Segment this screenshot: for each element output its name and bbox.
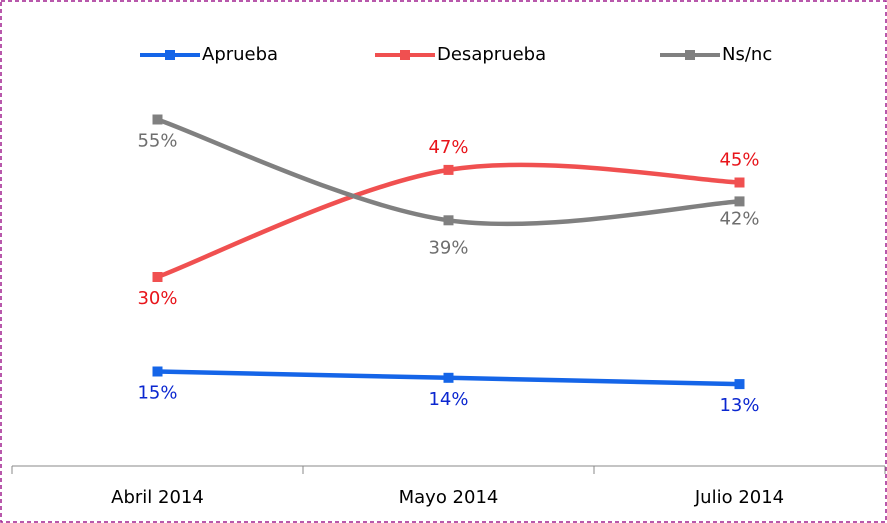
- x-tick-label: Mayo 2014: [399, 487, 499, 508]
- data-label: 39%: [428, 237, 468, 258]
- point-marker: [734, 177, 745, 188]
- point-marker: [734, 379, 745, 390]
- point-marker: [734, 196, 745, 207]
- data-label: 55%: [137, 131, 177, 152]
- data-label: 47%: [428, 137, 468, 158]
- legend-label: Aprueba: [202, 44, 278, 65]
- data-label: 13%: [719, 395, 759, 416]
- point-marker: [443, 164, 454, 175]
- data-label: 30%: [137, 288, 177, 309]
- point-marker: [443, 215, 454, 226]
- legend-label: Desaprueba: [437, 44, 546, 65]
- data-label: 14%: [428, 389, 468, 410]
- data-label: 42%: [719, 208, 759, 229]
- x-tick-label: Abril 2014: [111, 487, 204, 508]
- point-marker: [152, 272, 163, 282]
- data-label: 15%: [137, 383, 177, 404]
- x-tick-label: Julio 2014: [694, 487, 784, 508]
- legend-marker: [165, 50, 175, 60]
- legend-label: Ns/nc: [722, 44, 772, 65]
- point-marker: [152, 366, 163, 377]
- legend-marker: [400, 50, 410, 60]
- legend-marker: [685, 50, 695, 60]
- data-label: 45%: [719, 150, 759, 171]
- point-marker: [152, 114, 163, 125]
- point-marker: [443, 372, 454, 383]
